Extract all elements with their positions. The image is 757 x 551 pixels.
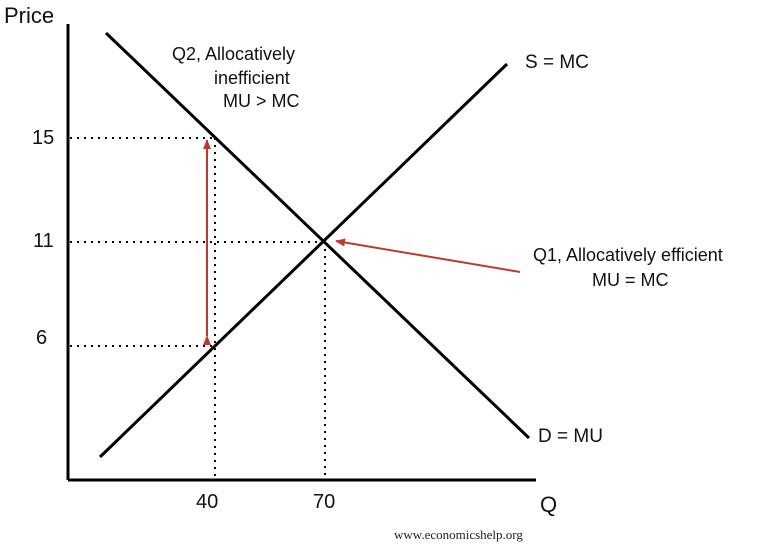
x-tick-70: 70 — [313, 491, 335, 513]
y-tick-15: 15 — [32, 127, 54, 149]
q2-annotation-line1: Q2, Allocatively — [172, 44, 295, 64]
y-axis-title: Price — [4, 3, 54, 28]
y-tick-11: 11 — [33, 230, 54, 252]
demand-curve — [104, 31, 531, 440]
x-axis-title: Q — [540, 492, 557, 517]
q1-annotation-line1: Q1, Allocatively efficient — [533, 245, 723, 265]
source-watermark: www.economicshelp.org — [394, 527, 523, 542]
q2-annotation-line2: inefficient — [214, 68, 290, 88]
demand-curve-label: D = MU — [538, 426, 603, 447]
supply-curve — [98, 62, 509, 459]
q2-annotation-line3: MU > MC — [223, 91, 300, 111]
equilibrium-pointer-arrow — [335, 238, 521, 273]
x-tick-40: 40 — [196, 491, 218, 513]
y-tick-6: 6 — [36, 327, 47, 349]
supply-curve-label: S = MC — [525, 52, 589, 73]
q1-annotation-line2: MU = MC — [592, 270, 669, 290]
